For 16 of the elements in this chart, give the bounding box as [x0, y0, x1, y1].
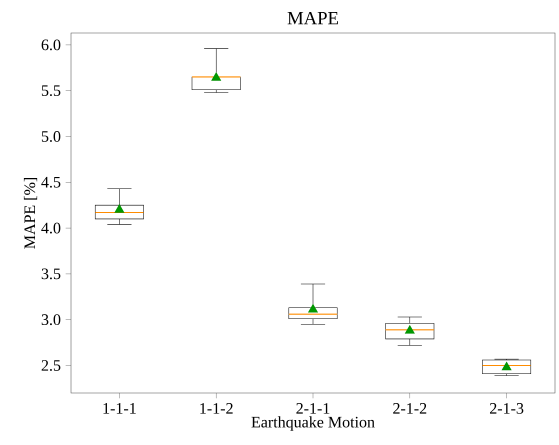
y-axis-title: MAPE [%]: [24, 178, 38, 249]
x-tick-label: 2-1-1: [296, 403, 330, 414]
y-tick-label: 4.5: [41, 176, 60, 188]
y-tick-label: 6.0: [42, 39, 60, 50]
x-tick-label: 1-1-2: [200, 403, 233, 414]
y-tick-label: 5.5: [42, 85, 60, 96]
y-tick-label: 3.5: [42, 268, 60, 280]
y-tick-label: 2.5: [42, 360, 60, 371]
x-tick-label: 2-1-2: [393, 403, 426, 414]
x-axis-title: Earthquake Motion: [251, 416, 375, 431]
y-tick-label: 5.0: [42, 131, 60, 142]
x-tick-label: 1-1-1: [103, 403, 136, 414]
y-tick-label: 3.0: [42, 314, 60, 326]
y-tick-label: 4.0: [41, 222, 60, 234]
chart-title: MAPE: [288, 12, 338, 24]
x-tick-label: 2-1-3: [490, 403, 524, 414]
